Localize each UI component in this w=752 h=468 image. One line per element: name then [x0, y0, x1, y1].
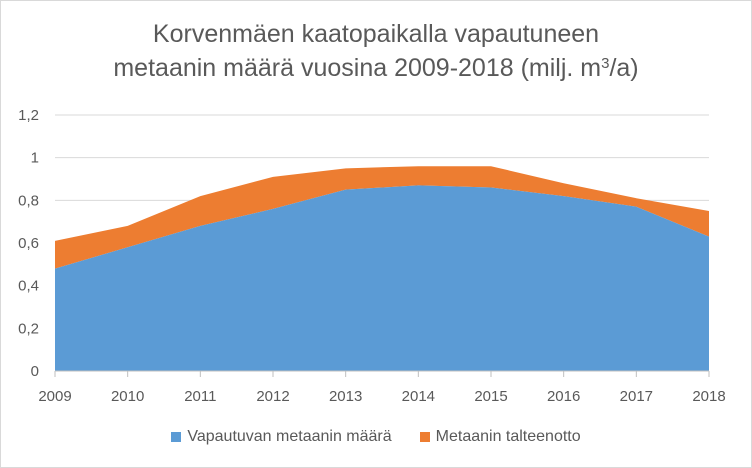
area-series-0 — [55, 185, 709, 371]
chart-title: Korvenmäen kaatopaikalla vapautuneen met… — [1, 17, 751, 85]
x-tick-label: 2015 — [474, 388, 507, 405]
x-tick-label: 2010 — [111, 388, 144, 405]
area-series-1 — [55, 166, 709, 269]
legend-swatch-orange — [419, 432, 430, 442]
chart-title-line2: metaanin määrä vuosina 2009-2018 (milj. … — [1, 51, 751, 85]
x-tick-label: 2012 — [256, 388, 289, 405]
legend-label-released-methane: Vapautuvan metaanin määrä — [187, 428, 392, 445]
y-tick-label: 0,2 — [18, 320, 39, 337]
chart-legend: Vapautuvan metaanin määrä Metaanin talte… — [1, 428, 751, 446]
x-tick-label: 2009 — [38, 388, 71, 405]
y-tick-label: 0 — [31, 363, 39, 380]
legend-swatch-blue — [171, 432, 182, 442]
chart-title-line2-end: /a) — [609, 54, 639, 82]
chart-title-line2-text: metaanin määrä vuosina 2009-2018 (milj. … — [113, 54, 602, 82]
x-tick-label: 2018 — [692, 388, 725, 405]
y-tick-label: 1,2 — [18, 107, 39, 124]
x-tick-label: 2014 — [402, 388, 435, 405]
y-tick-label: 0,6 — [18, 235, 39, 252]
legend-item-methane-recovery: Metaanin talteenotto — [419, 428, 581, 446]
y-tick-label: 1 — [31, 150, 39, 167]
y-tick-label: 0,8 — [18, 192, 39, 209]
x-tick-label: 2016 — [547, 388, 580, 405]
y-tick-label: 0,4 — [18, 278, 39, 295]
chart-title-line1: Korvenmäen kaatopaikalla vapautuneen — [152, 20, 600, 48]
x-tick-label: 2017 — [620, 388, 653, 405]
legend-item-released-methane: Vapautuvan metaanin määrä — [171, 428, 392, 446]
legend-label-methane-recovery: Metaanin talteenotto — [435, 428, 581, 445]
x-tick-label: 2013 — [329, 388, 362, 405]
x-tick-label: 2011 — [184, 388, 216, 405]
chart-title-superscript: 3 — [601, 55, 610, 72]
